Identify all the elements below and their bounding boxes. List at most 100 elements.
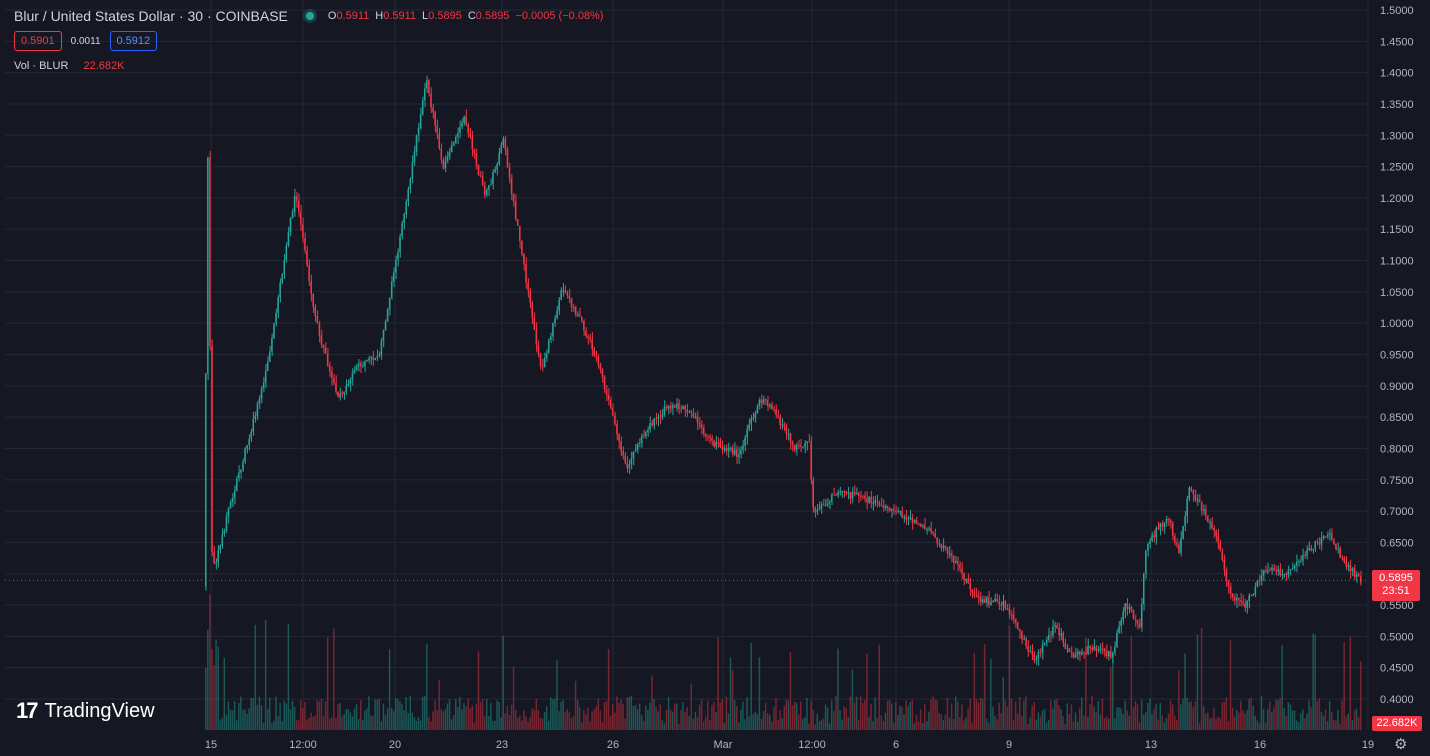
candle-body: [864, 495, 866, 499]
candle-body: [944, 545, 947, 548]
volume-bar: [1275, 699, 1277, 730]
candle-body: [550, 336, 552, 340]
volume-bar: [632, 706, 635, 730]
candle-body: [1169, 519, 1172, 524]
volume-bar: [465, 706, 467, 730]
candle-body: [907, 518, 909, 520]
candle-body: [1045, 639, 1048, 643]
candle-body: [428, 79, 430, 94]
volume-bar: [337, 704, 339, 730]
volume-bar: [764, 702, 767, 730]
buy-button[interactable]: 0.5912: [109, 31, 158, 51]
candle-body: [541, 366, 544, 368]
volume-bar: [1188, 702, 1190, 730]
volume-bar: [415, 720, 418, 730]
x-tick-label: 15: [205, 739, 217, 751]
volume-bar: [229, 709, 232, 730]
volume-bar: [1041, 710, 1044, 730]
candle-body: [463, 116, 465, 123]
volume-bar: [975, 699, 978, 730]
volume-bar: [841, 719, 843, 730]
volume-bar: [1076, 721, 1079, 730]
candle-body: [479, 175, 482, 177]
volume-bar: [626, 697, 628, 730]
candle-body: [525, 263, 527, 283]
candle-body: [969, 583, 971, 590]
candle-body: [876, 500, 878, 503]
candle-body: [1140, 604, 1143, 628]
candle-body: [890, 508, 893, 511]
candle-body: [862, 495, 864, 497]
candle-body: [333, 378, 335, 383]
y-tick-label: 1.3500: [1380, 99, 1414, 111]
candle-body: [1258, 580, 1261, 582]
candle-body: [238, 472, 240, 479]
volume-bar: [564, 712, 566, 730]
candle-body: [601, 369, 604, 377]
volume-bar: [1153, 708, 1155, 730]
volume-bar: [407, 712, 409, 730]
volume-bar: [655, 706, 657, 730]
candle-body: [899, 511, 901, 513]
candle-body: [950, 553, 953, 556]
volume-bar: [1355, 708, 1358, 730]
tradingview-logo[interactable]: 17 TradingView: [16, 698, 155, 724]
candle-body: [1215, 530, 1217, 537]
volume-bar: [488, 716, 490, 730]
candle-body: [785, 426, 788, 434]
volume-bar: [572, 715, 575, 730]
candle-body: [217, 550, 219, 563]
candle-body: [1211, 521, 1213, 528]
volume-bar: [258, 696, 261, 730]
volume-bar: [289, 709, 292, 730]
candle-body: [886, 506, 889, 509]
volume-bar: [1215, 718, 1217, 730]
volume-bar: [240, 696, 242, 730]
candle-body: [246, 445, 248, 449]
volume-bar: [405, 697, 407, 730]
chart-legend: Blur / United States Dollar · 30 · COINB…: [14, 6, 604, 76]
candle-body: [1355, 574, 1358, 577]
candle-body: [678, 403, 680, 409]
candle-body: [345, 385, 347, 392]
candle-body: [225, 516, 228, 531]
sell-button[interactable]: 0.5901: [14, 31, 62, 51]
volume-bar: [905, 700, 907, 730]
volume-bar: [1322, 715, 1325, 730]
candle-body: [913, 519, 916, 523]
bar-countdown: 23:51: [1382, 585, 1410, 597]
volume-bar: [605, 700, 608, 730]
candle-body: [341, 393, 343, 395]
volume-bar: [1225, 697, 1228, 730]
volume-bar: [1097, 701, 1100, 730]
gear-icon[interactable]: ⚙: [1394, 736, 1408, 753]
volume-bar: [1045, 722, 1048, 730]
volume-bar: [684, 711, 686, 730]
current-volume-tag: 22.682K: [1372, 716, 1422, 731]
volume-bar: [1006, 706, 1009, 730]
candle-body: [397, 251, 399, 260]
volume-legend-label[interactable]: Vol · BLUR: [14, 60, 69, 72]
candle-body: [409, 178, 412, 189]
symbol-title[interactable]: Blur / United States Dollar · 30 · COINB…: [14, 8, 288, 24]
volume-bar: [704, 716, 707, 730]
volume-bars: [205, 593, 1362, 730]
candle-body: [564, 290, 566, 293]
volume-bar: [702, 721, 705, 730]
candle-body: [496, 163, 498, 170]
volume-bar: [1328, 701, 1331, 730]
volume-bar: [762, 711, 765, 730]
volume-bar: [1029, 717, 1031, 730]
volume-bar: [1349, 636, 1352, 730]
volume-bar: [1345, 716, 1347, 730]
candle-body: [983, 599, 986, 603]
volume-bar: [450, 719, 453, 730]
candle-body: [1300, 560, 1302, 562]
x-tick-label: 12:00: [798, 739, 826, 751]
volume-bar: [341, 716, 343, 730]
candle-body: [401, 223, 403, 237]
volume-bar: [428, 716, 430, 730]
volume-bar: [899, 705, 901, 730]
candle-body: [1099, 648, 1102, 650]
